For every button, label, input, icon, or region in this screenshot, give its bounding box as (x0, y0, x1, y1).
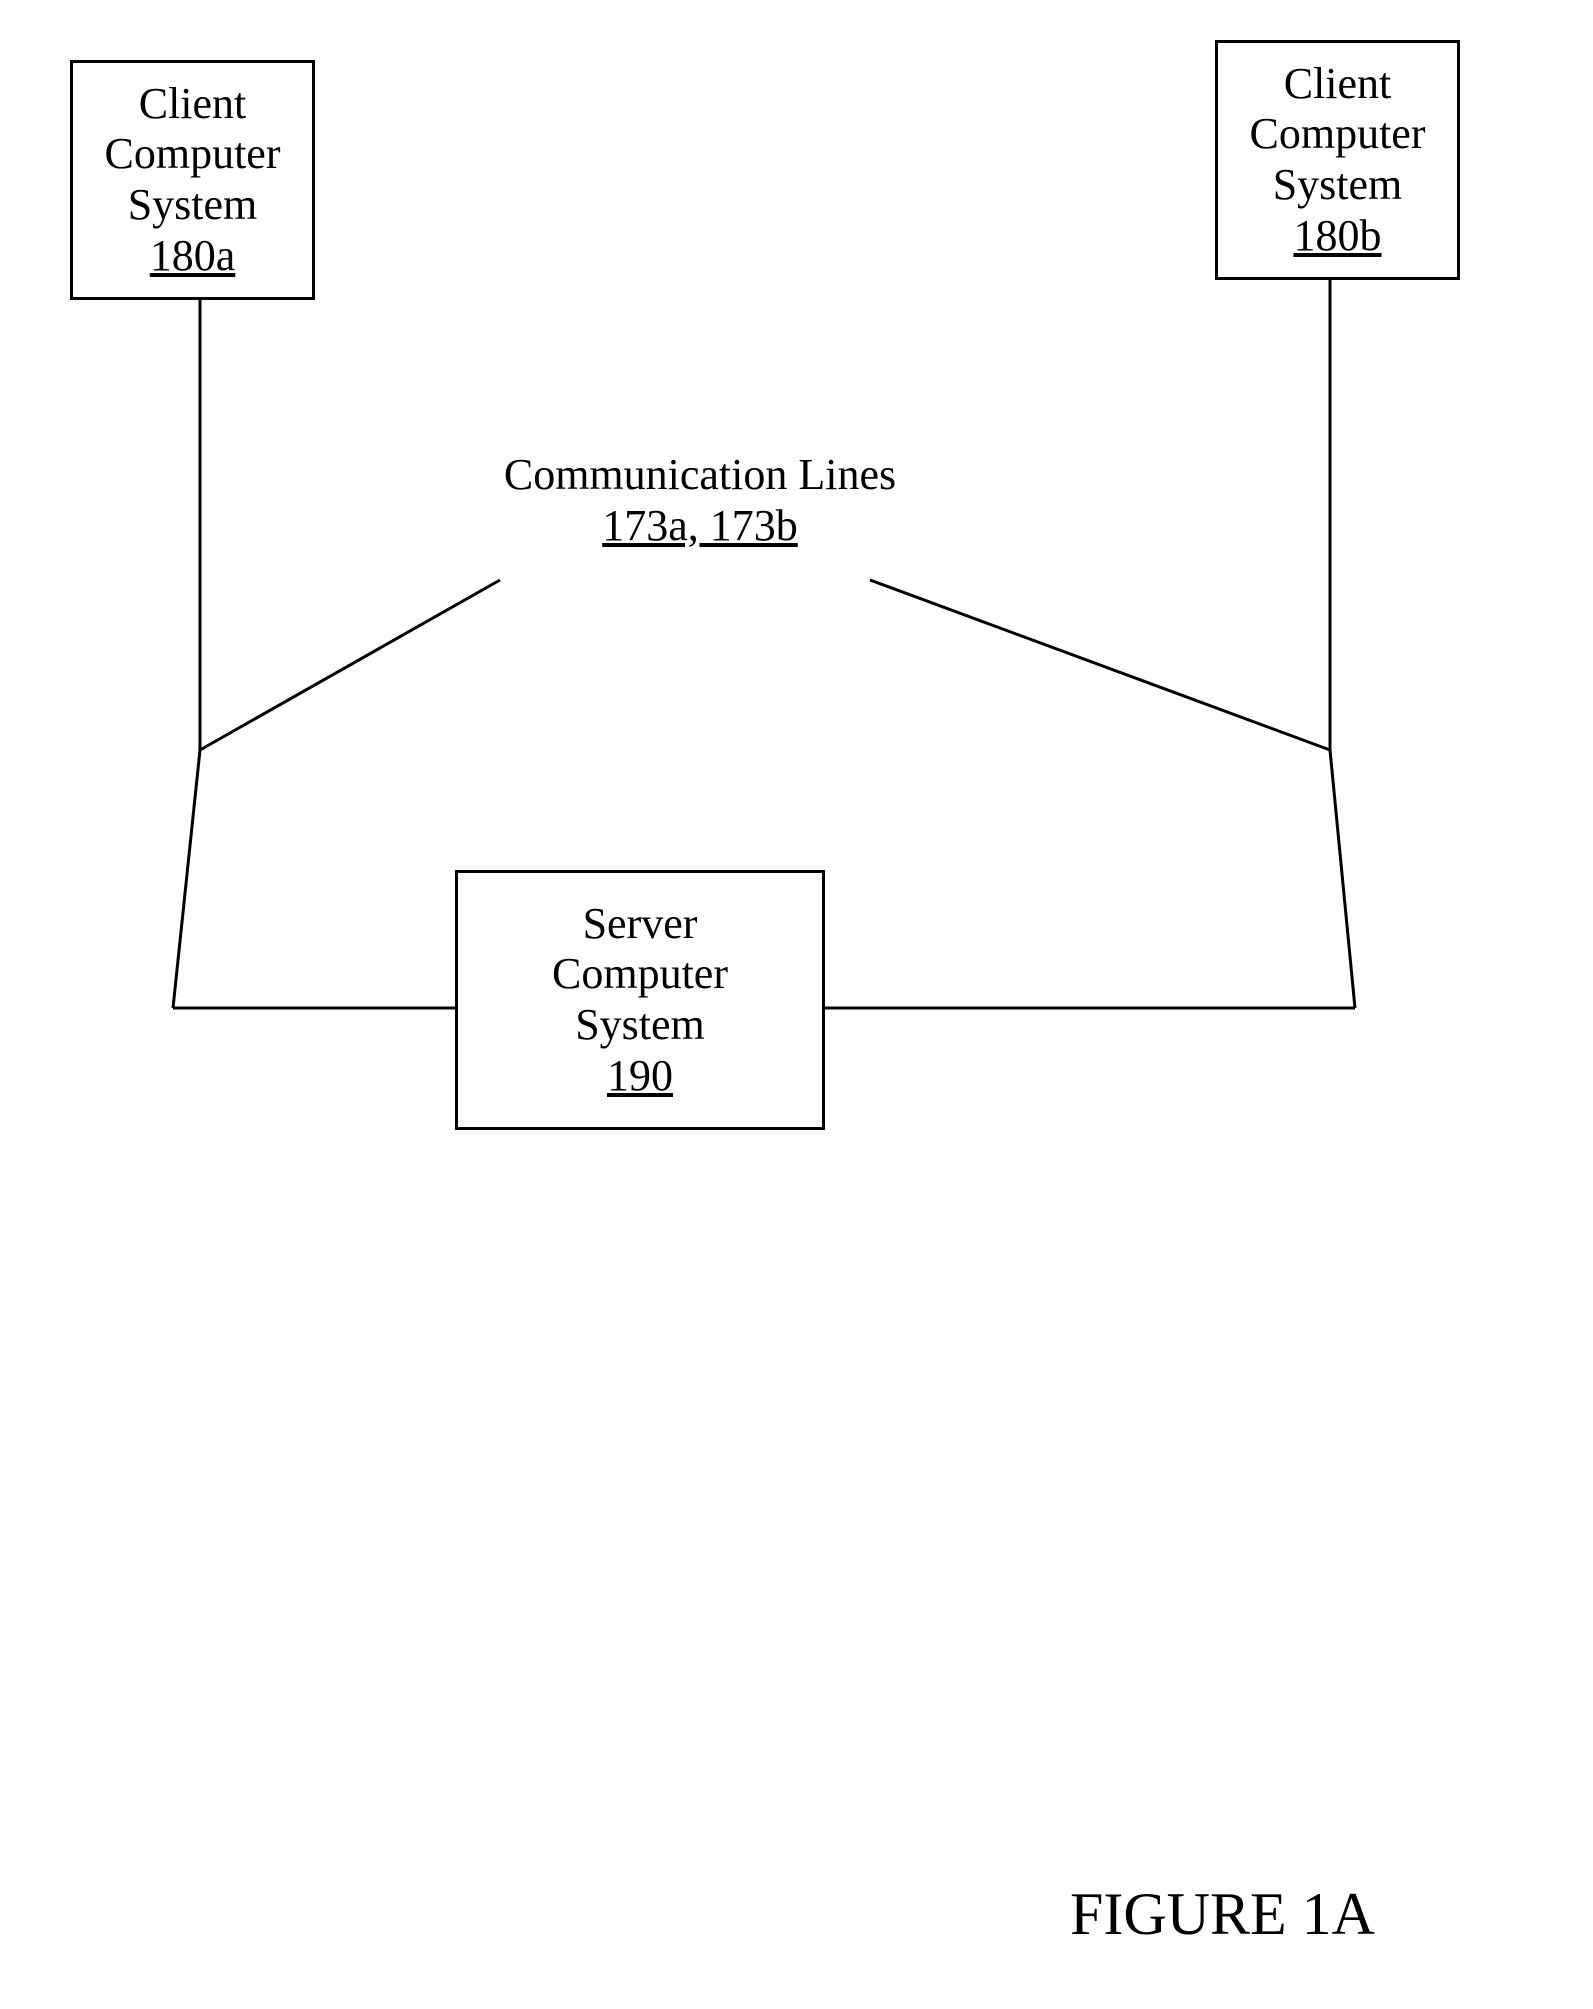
node-label: Server (583, 899, 698, 950)
edge-line (870, 580, 1330, 750)
node-ref: 180a (150, 231, 236, 282)
edge-line (1330, 750, 1355, 1008)
node-label: Client (1284, 59, 1392, 110)
figure-caption: FIGURE 1A (1070, 1880, 1375, 1949)
node-label: Computer (552, 949, 728, 1000)
node-client-b: Client Computer System 180b (1215, 40, 1460, 280)
node-ref: 190 (607, 1051, 673, 1102)
node-ref: 180b (1294, 211, 1382, 262)
node-label: System (575, 1000, 705, 1051)
label-title: Communication Lines (450, 450, 950, 501)
node-label: Client (139, 79, 247, 130)
node-server: Server Computer System 190 (455, 870, 825, 1130)
node-label: System (1273, 160, 1403, 211)
node-label: Computer (105, 129, 281, 180)
edge-line (173, 750, 200, 1008)
diagram-container: Client Computer System 180a Client Compu… (0, 0, 1593, 2009)
node-client-a: Client Computer System 180a (70, 60, 315, 300)
node-label: System (128, 180, 258, 231)
label-ref: 173a, 173b (450, 501, 950, 552)
node-label: Computer (1250, 109, 1426, 160)
communication-lines-label: Communication Lines 173a, 173b (450, 450, 950, 551)
edge-line (200, 580, 500, 750)
